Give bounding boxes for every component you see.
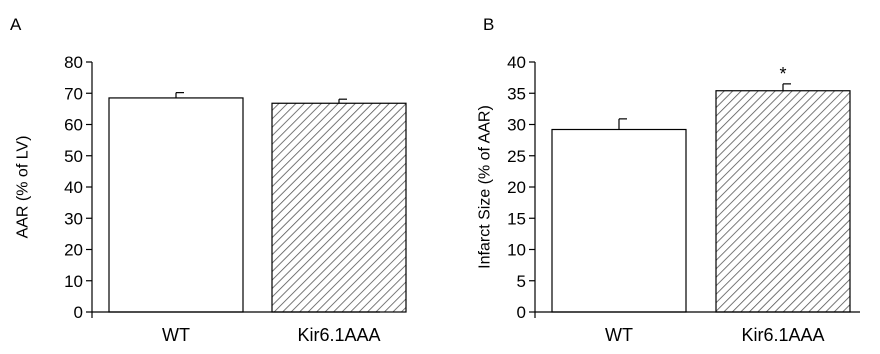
y-tick-label: 40 [507,53,526,72]
y-tick-label: 10 [507,241,526,260]
y-axis-title: Infarct Size (% of AAR) [477,105,494,269]
category-label: Kir6.1AAA [741,325,824,345]
panel-label: A [10,15,22,34]
category-label: WT [162,325,190,345]
y-tick-label: 40 [64,178,83,197]
y-tick-label: 15 [507,209,526,228]
y-tick-label: 60 [64,116,83,135]
y-tick-label: 30 [64,209,83,228]
bar [551,128,687,313]
y-tick-label: 20 [64,241,83,260]
y-axis-title: AAR (% of LV) [15,136,32,239]
y-tick-label: 80 [64,53,83,72]
panel-a: A AAR (% of LV) WT Kir6.1AAA 0 10 20 30 40 50 60 70… [10,15,407,345]
y-tick-label: 25 [507,147,526,166]
significance-mark: * [779,64,786,84]
y-tick-label: 50 [64,147,83,166]
y-tick-label: 0 [517,303,526,322]
bar [271,102,407,313]
y-tick-label: 20 [507,178,526,197]
category-label: Kir6.1AAA [297,325,380,345]
y-tick-label: 70 [64,84,83,103]
bar [108,97,244,313]
y-tick-label: 10 [64,272,83,291]
y-tick-label: 5 [517,272,526,291]
category-label: WT [605,325,633,345]
bar [715,90,851,313]
panel-label: B [483,15,494,34]
y-tick-label: 30 [507,116,526,135]
y-tick-label: 0 [74,303,83,322]
y-tick-label: 35 [507,84,526,103]
panel-b: B Infarct Size (% of AAR) WT * Kir6.1AAA 0 5 10… [477,15,860,345]
